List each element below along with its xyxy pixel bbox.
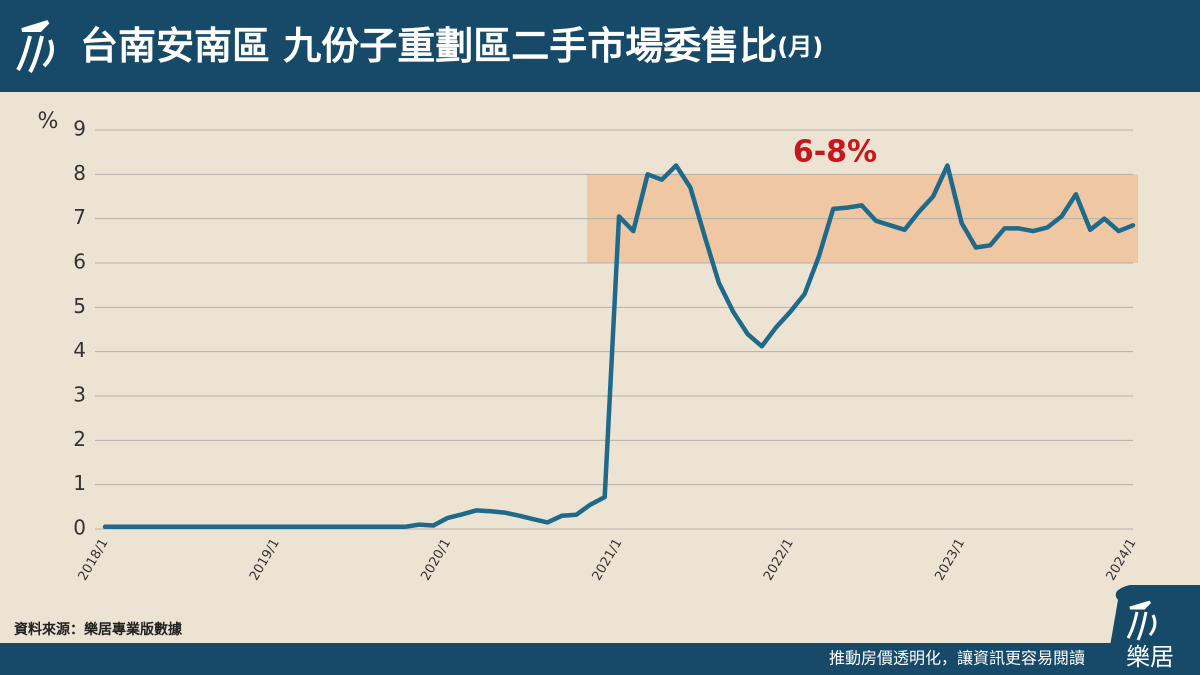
title-suffix: (月) [777,33,823,61]
y-axis-label: % [38,109,59,134]
footer-text: 推動房價透明化，讓資訊更容易閱讀 [829,649,1085,668]
data-line [102,163,1136,530]
header-logo [16,20,54,74]
y-tick-label: 1 [73,471,86,495]
y-tick-label: 2 [73,427,86,451]
y-tick-label: 3 [73,383,86,407]
source: 資料來源：樂居專業版數據 [14,621,183,638]
chart-title: 台南安南區 九份子重劃區二手市場委售比(月) [80,24,823,68]
y-tick-label: 9 [73,117,86,141]
y-tick-label: 4 [73,338,86,362]
title-main: 台南安南區 九份子重劃區二手市場委售比 [80,24,777,68]
footer-bar [0,643,1200,675]
brand-name: 樂居 [1126,643,1174,671]
y-tick-label: 7 [73,205,86,229]
y-tick-label: 8 [73,161,86,185]
band-label: 6-8% [793,135,877,170]
header [0,0,1200,92]
y-tick-label: 6 [73,250,86,274]
brand-logo [1126,600,1157,641]
y-tick-label: 0 [73,516,86,540]
y-tick-label: 5 [73,294,86,318]
